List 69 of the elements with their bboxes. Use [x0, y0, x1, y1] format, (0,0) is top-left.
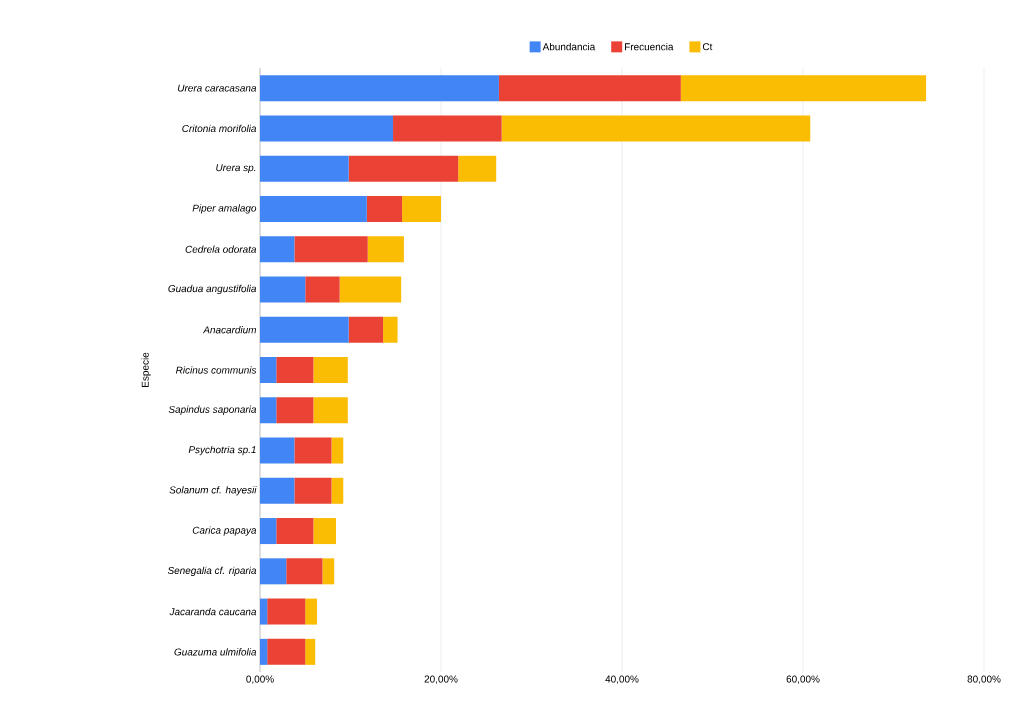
bar	[313, 397, 348, 424]
bar	[305, 276, 340, 303]
bar	[260, 638, 268, 665]
bar	[260, 357, 277, 383]
bar	[260, 75, 499, 102]
bar	[276, 518, 314, 545]
bar	[458, 155, 497, 182]
y-tick-label: Carica papaya	[192, 526, 257, 536]
bar	[260, 558, 287, 585]
x-tick-label: 80,00%	[967, 675, 1001, 684]
y-tick-label: Solanum cf. hayesii	[169, 486, 257, 496]
bar	[294, 477, 332, 504]
bar	[305, 598, 318, 625]
bar	[322, 558, 335, 585]
bar	[260, 518, 277, 545]
y-tick-label: Jacaranda caucana	[169, 607, 257, 616]
legend-label: Ct	[702, 43, 713, 51]
bar	[260, 276, 306, 303]
y-tick-label: Cedrela odorata	[185, 245, 257, 253]
y-tick-label: Guadua angustifolia	[168, 284, 257, 295]
legend-label: Abundancia	[542, 43, 596, 51]
bar	[680, 75, 927, 102]
bar	[260, 598, 268, 625]
bar	[260, 397, 277, 424]
bar	[313, 357, 348, 383]
y-tick-label: Anacardium	[202, 326, 257, 334]
x-tick-label: 0,00%	[246, 675, 274, 684]
y-axis-title: Especie	[141, 352, 151, 387]
y-tick-label: Piper amalago	[192, 204, 257, 214]
bar	[305, 638, 316, 665]
bar	[348, 155, 459, 182]
x-tick-label: 40,00%	[605, 675, 639, 684]
bar	[501, 115, 811, 142]
bar	[383, 316, 398, 343]
y-tick-label: Critonia morifolia	[182, 124, 257, 133]
y-tick-label: Sapindus saponaria	[168, 405, 257, 415]
bar	[393, 115, 502, 142]
y-tick-label: Psychotria sp.1	[188, 445, 256, 456]
bar	[276, 357, 314, 383]
bar	[267, 598, 306, 625]
bar	[331, 477, 344, 504]
x-tick-label: 20,00%	[424, 675, 458, 684]
bar	[339, 276, 402, 303]
bar	[260, 195, 367, 222]
bar	[286, 558, 323, 585]
bar	[294, 437, 332, 464]
bar	[366, 195, 403, 222]
y-tick-label: Urera sp.	[216, 164, 256, 174]
bar	[260, 437, 295, 464]
y-tick-label: Senegalia cf. riparia	[167, 566, 257, 576]
bar	[260, 316, 349, 343]
bar	[267, 638, 306, 665]
bar	[260, 155, 349, 182]
y-tick-label: Urera caracasana	[178, 84, 257, 92]
bar	[313, 518, 337, 545]
bar	[294, 236, 368, 263]
bar	[348, 316, 384, 343]
bar	[402, 195, 441, 222]
bar	[498, 75, 681, 102]
bar	[260, 236, 295, 263]
bar	[331, 437, 344, 464]
legend-label: Frecuencia	[625, 43, 674, 51]
y-tick-label: Guazuma ulmifolia	[174, 648, 257, 656]
y-tick-label: Ricinus communis	[175, 366, 257, 374]
bar	[260, 115, 394, 142]
bar	[276, 397, 314, 424]
bar	[260, 477, 295, 504]
bar	[367, 236, 404, 263]
x-tick-label: 60,00%	[786, 675, 820, 684]
